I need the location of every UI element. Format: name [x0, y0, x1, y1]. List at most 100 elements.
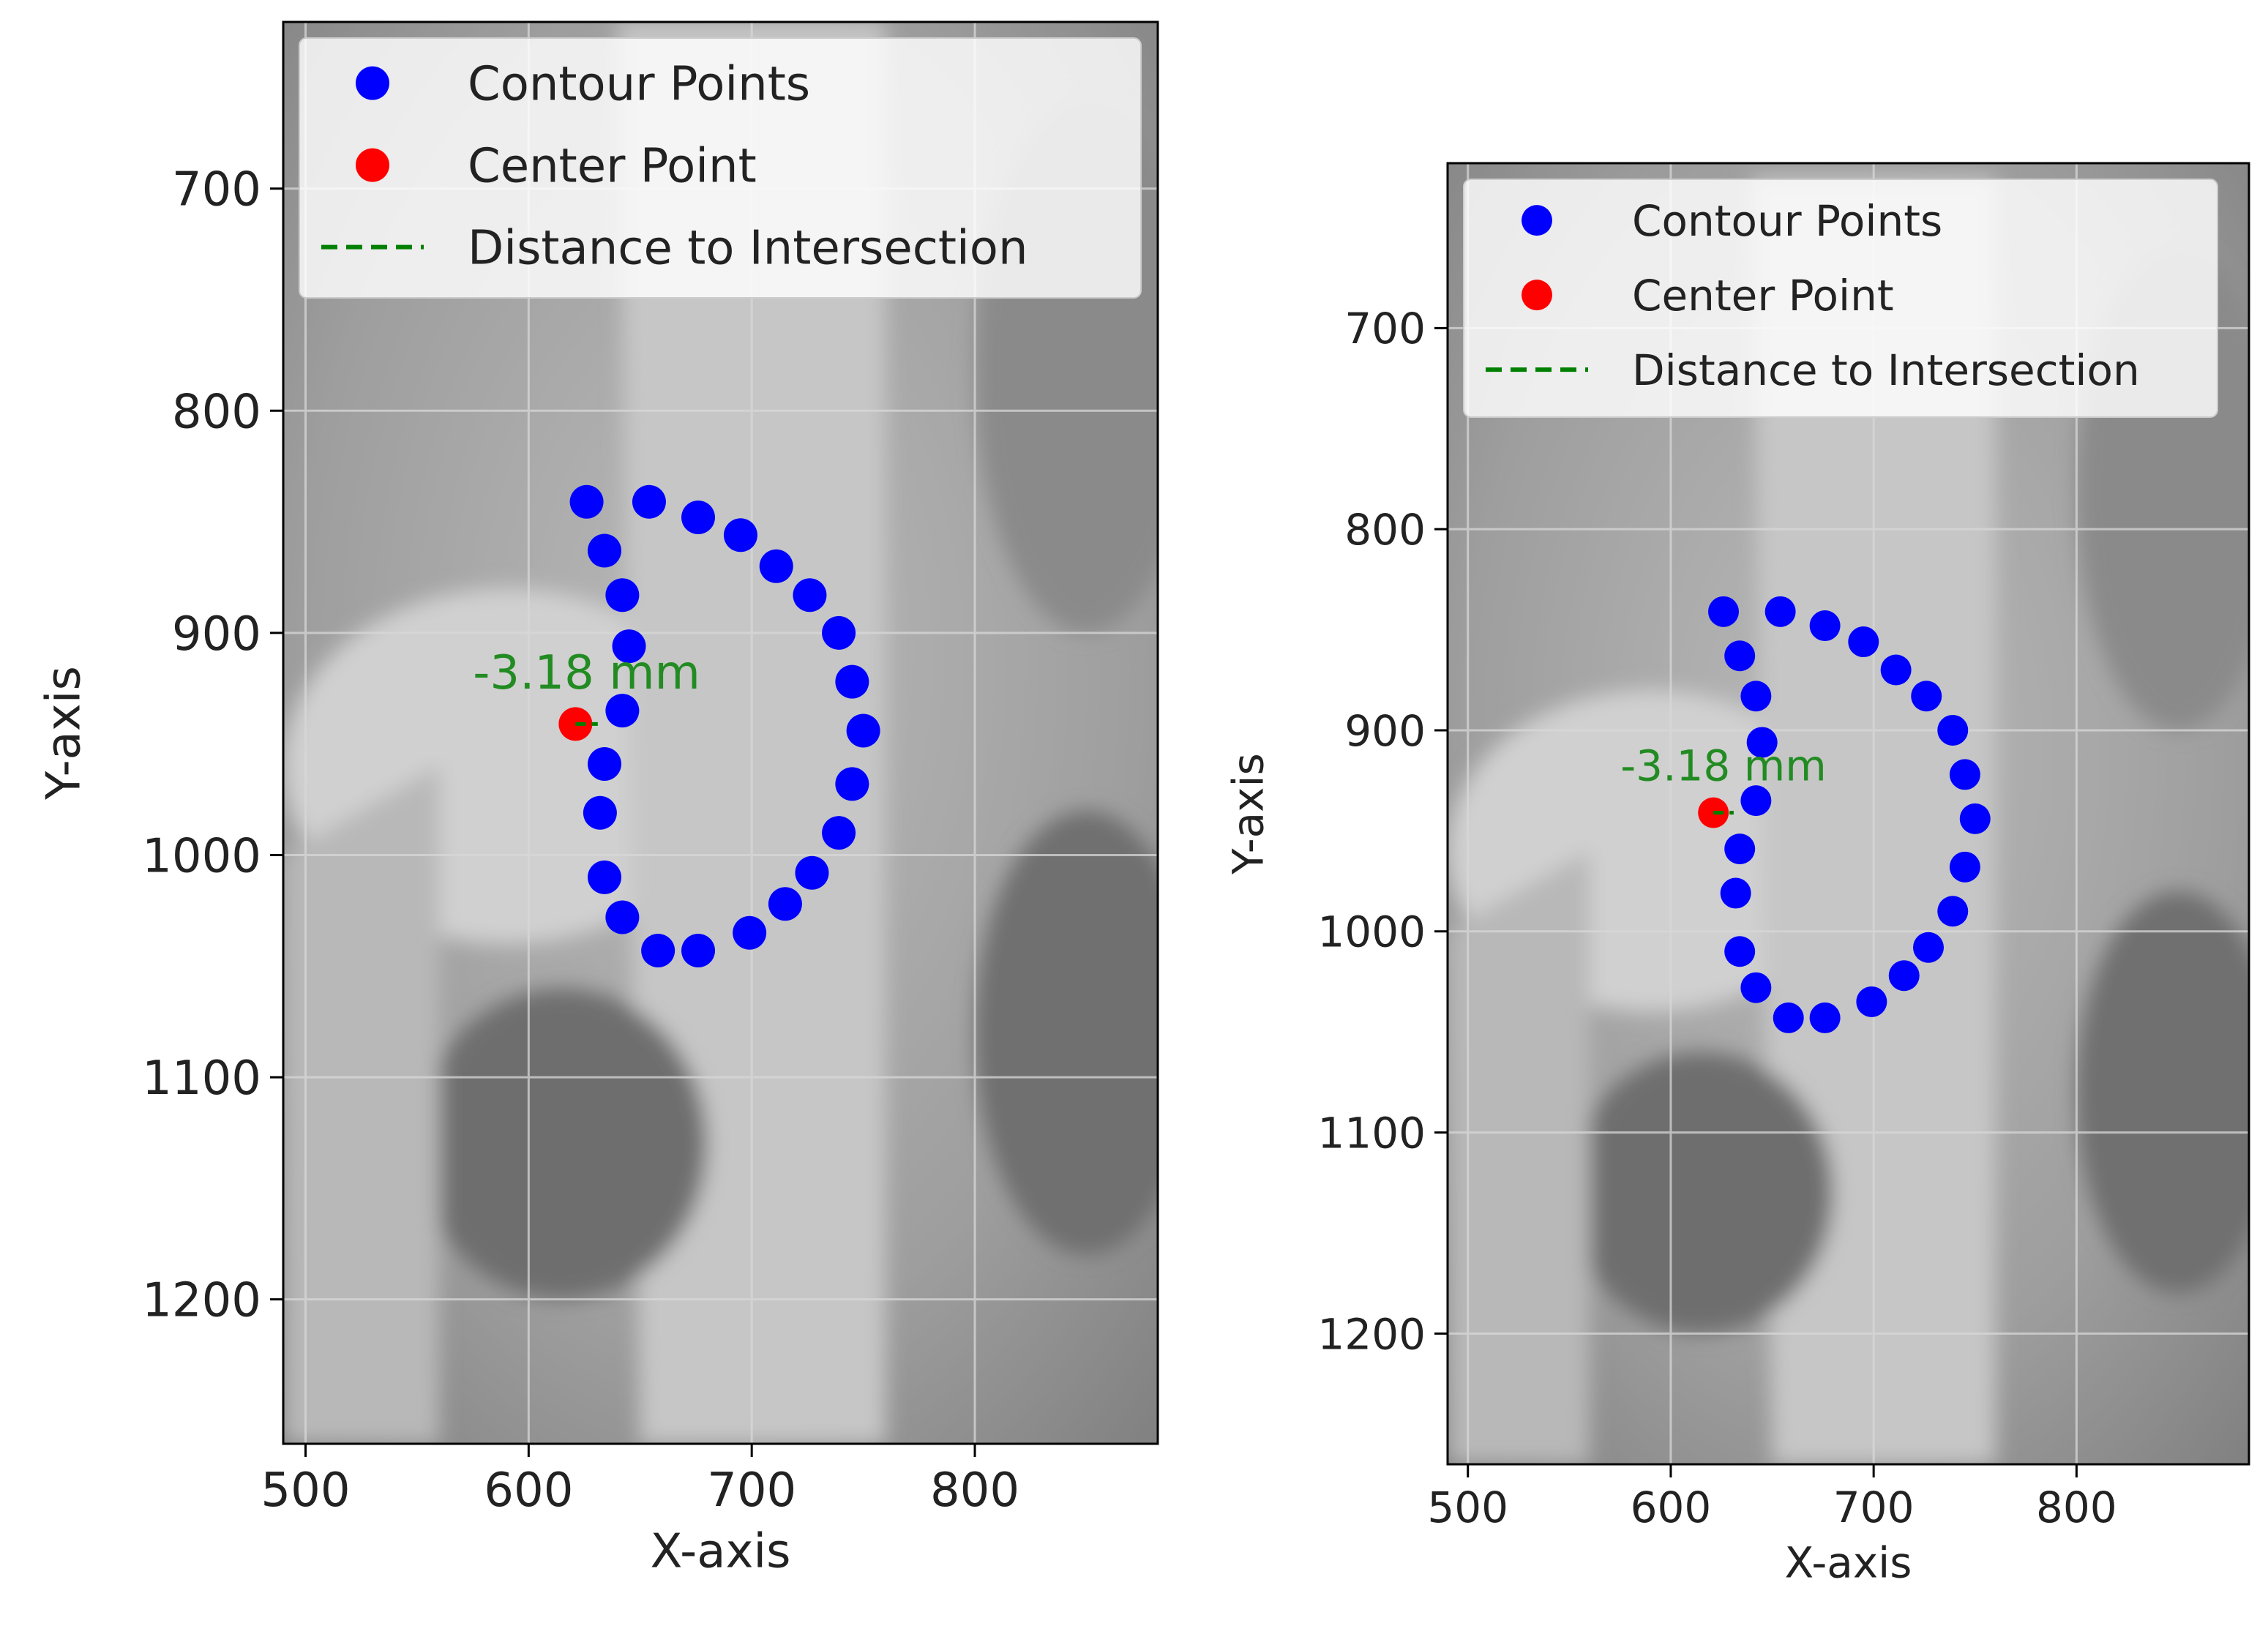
contour-point	[1724, 936, 1756, 967]
contour-point	[1764, 596, 1796, 627]
contour-point	[759, 549, 793, 583]
legend-marker	[356, 148, 389, 182]
contour-point	[1724, 640, 1756, 672]
legend-marker	[1522, 280, 1552, 311]
series-contour-points	[569, 484, 880, 968]
contour-point	[1740, 785, 1772, 817]
legend-label: Center Point	[1632, 271, 1894, 321]
x-tick-label: 500	[1427, 1483, 1508, 1532]
contour-point	[723, 518, 757, 552]
y-tick-label: 1000	[1317, 907, 1426, 957]
contour-point	[795, 855, 829, 890]
contour-point	[1740, 681, 1772, 712]
x-tick-label: 700	[1833, 1483, 1915, 1532]
contour-point	[1708, 596, 1740, 627]
contour-point	[1746, 727, 1778, 758]
contour-point	[1740, 972, 1772, 1003]
contour-point	[605, 578, 640, 612]
contour-point	[587, 533, 621, 568]
x-tick-label: 800	[930, 1464, 1019, 1518]
x-tick-label: 800	[2036, 1483, 2117, 1532]
y-tick-label: 700	[172, 163, 261, 217]
contour-point	[1949, 759, 1980, 790]
contour-point	[1880, 654, 1912, 686]
contour-point	[1848, 626, 1879, 658]
x-axis-label: X-axis	[651, 1524, 791, 1578]
contour-point	[583, 795, 617, 830]
ticks: 500 600 700 800 700 800 900 1000 1100 1200	[142, 163, 1019, 1518]
y-tick-label: 1100	[142, 1052, 261, 1106]
y-tick-label: 800	[172, 385, 261, 439]
contour-point	[1809, 1002, 1841, 1033]
y-tick-label: 1000	[142, 830, 261, 884]
legend: Contour Points Center Point Distance to In…	[1463, 179, 2218, 418]
dark-region-shape	[2076, 891, 2249, 1294]
contour-point	[733, 915, 767, 950]
contour-point	[605, 900, 640, 934]
distance-annotation: -3.18 mm	[473, 646, 700, 700]
x-tick-label: 500	[261, 1464, 350, 1518]
contour-point	[569, 484, 604, 519]
x-tick-label: 700	[707, 1464, 796, 1518]
legend-label: Distance to Intersection	[468, 222, 1028, 276]
legend-box	[299, 37, 1142, 299]
y-axis-label: Y-axis	[1224, 753, 1273, 875]
contour-point	[835, 664, 869, 699]
contour-point	[681, 501, 716, 535]
contour-point	[587, 860, 621, 894]
obturator-shape	[1569, 1052, 1833, 1334]
contour-point	[1911, 681, 1942, 712]
contour-point	[1959, 803, 1991, 834]
legend-label: Distance to Intersection	[1632, 345, 2140, 395]
contour-point	[1888, 960, 1920, 992]
y-tick-label: 1200	[1317, 1309, 1426, 1359]
y-axis-label: Y-axis	[37, 666, 91, 801]
contour-point	[587, 747, 621, 782]
contour-point	[822, 615, 856, 650]
contour-point	[822, 816, 856, 850]
contour-point	[681, 934, 716, 968]
contour-point	[1913, 932, 1944, 963]
x-tick-label: 600	[1631, 1483, 1712, 1532]
y-tick-label: 900	[172, 607, 261, 662]
axes-frame	[1446, 162, 2250, 1466]
obturator-shape	[416, 988, 708, 1300]
legend-label: Contour Points	[468, 58, 810, 112]
contour-point	[1937, 714, 1969, 746]
contour-point	[835, 767, 869, 801]
y-tick-label: 1200	[142, 1274, 261, 1328]
chart-panel-1: -3.18 mm Contour Points Center Point Distan…	[37, 20, 1159, 1578]
legend-label: Contour Points	[1632, 196, 1942, 246]
contour-point	[605, 694, 640, 728]
y-tick-label: 700	[1344, 304, 1426, 353]
legend: Contour Points Center Point Distance to In…	[299, 37, 1142, 299]
ticks: 500 600 700 800 700 800 900 1000 1100 1200	[1317, 304, 2117, 1532]
legend-marker	[356, 66, 389, 100]
femur-shaft-shape	[283, 766, 440, 1444]
contour-point	[1724, 833, 1756, 865]
contour-point	[846, 713, 880, 748]
y-tick-label: 1100	[1317, 1108, 1426, 1158]
contour-point	[1856, 986, 1887, 1017]
legend-marker	[1522, 205, 1552, 236]
contour-point	[632, 484, 666, 519]
x-axis-label: X-axis	[1785, 1537, 1912, 1587]
contour-point	[1937, 896, 1969, 927]
contour-point	[793, 578, 827, 612]
axes-frame	[282, 20, 1159, 1445]
contour-point	[1773, 1002, 1804, 1033]
y-tick-label: 900	[1344, 706, 1426, 756]
contour-point	[1949, 851, 1980, 883]
femur-shaft-shape	[1448, 850, 1590, 1464]
legend-box	[1463, 179, 2218, 418]
x-tick-label: 600	[484, 1464, 573, 1518]
contour-point	[641, 934, 675, 968]
contour-point	[612, 629, 646, 664]
distance-annotation: -3.18 mm	[1620, 741, 1827, 791]
chart-panel-2: -3.18 mm Contour Points Center Point Distan…	[1224, 162, 2250, 1587]
dark-region-shape	[975, 810, 1158, 1255]
y-tick-label: 800	[1344, 505, 1426, 555]
contour-point	[1809, 610, 1841, 642]
contour-point	[768, 887, 802, 921]
